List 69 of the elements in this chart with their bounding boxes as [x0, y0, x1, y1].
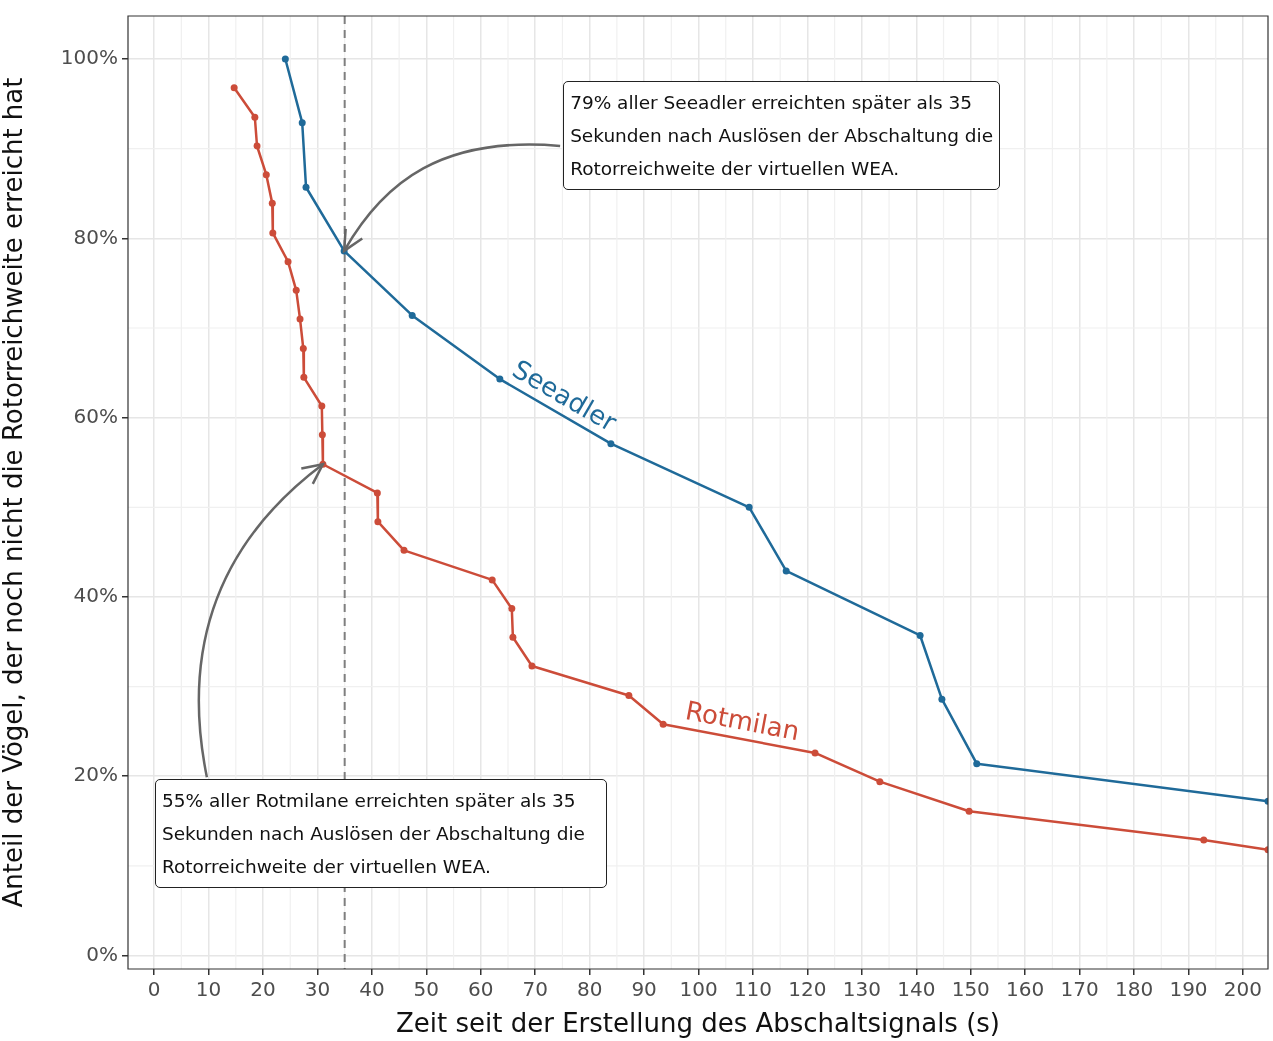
point [782, 567, 790, 575]
y-tick-label: 20% [73, 762, 118, 787]
point [916, 632, 924, 639]
point [659, 720, 667, 728]
point [269, 229, 277, 237]
x-tick-label: 30 [304, 977, 331, 1002]
x-tick-label: 110 [733, 977, 773, 1002]
y-tick-label: 40% [73, 583, 118, 608]
x-tick-label: 190 [1169, 977, 1208, 1002]
point [281, 55, 289, 63]
point [298, 119, 306, 127]
x-tick-label: 170 [1060, 977, 1099, 1002]
point [373, 489, 381, 497]
x-tick-label: 160 [1006, 977, 1045, 1002]
point [965, 807, 973, 815]
point [251, 113, 259, 121]
point [508, 605, 516, 613]
x-tick-label: 100 [679, 977, 718, 1002]
x-tick-label: 130 [842, 977, 881, 1002]
x-tick-label: 200 [1223, 977, 1263, 1002]
point [253, 142, 261, 150]
point [318, 431, 326, 439]
x-tick-label: 140 [897, 977, 936, 1002]
x-tick-label: 40 [359, 977, 385, 1002]
point [938, 695, 946, 703]
x-tick-label: 150 [951, 977, 990, 1002]
x-axis-title: Zeit seit der Erstellung des Abschaltsignals (s) [395, 1008, 1001, 1039]
x-tick-label: 0 [147, 977, 161, 1002]
annotation: 79% aller Seeadler erreichten später als 35 Sekunden nach Auslösen der Abschaltung die Rotorreichweite der virtuellen WEA. [563, 80, 1001, 190]
point [284, 258, 292, 266]
x-tick-label: 60 [468, 977, 494, 1002]
x-tick-label: 90 [631, 977, 657, 1002]
x-tick-label: 10 [195, 977, 222, 1002]
point [300, 373, 308, 381]
point [528, 662, 536, 670]
y-axis-title: Anteil der Vögel, der noch nicht die Rotorreichweite erreicht hat [0, 77, 29, 908]
y-tick-label: 100% [60, 45, 118, 70]
point [625, 692, 633, 700]
x-tick-label: 70 [522, 977, 548, 1002]
point [496, 375, 504, 383]
x-tick-label: 80 [576, 977, 603, 1002]
point [230, 84, 238, 92]
point [296, 315, 304, 323]
point [876, 778, 884, 786]
point [811, 749, 819, 757]
text: Rotmilan [683, 695, 802, 747]
point [408, 311, 416, 319]
annotation: 55% aller Rotmilane erreichten später als 35 Sekunden nach Auslösen der Abschaltung die Rotorreichweite der virtuellen WEA. [154, 779, 607, 889]
point [1200, 836, 1208, 844]
x-tick-label: 50 [413, 977, 440, 1002]
point [292, 286, 300, 294]
point [374, 518, 382, 526]
point [299, 345, 307, 353]
x-tick-label: 120 [788, 977, 827, 1002]
point [973, 760, 981, 768]
point [400, 546, 408, 554]
point [488, 576, 496, 584]
point [268, 199, 276, 207]
y-tick-label: 60% [73, 403, 118, 428]
point [262, 171, 270, 179]
y-tick-label: 0% [86, 941, 118, 966]
x-tick-label: 180 [1114, 977, 1154, 1002]
x-tick-label: 20 [250, 977, 276, 1002]
point [607, 440, 615, 448]
point [318, 402, 326, 410]
y-tick-label: 80% [73, 224, 118, 249]
point [302, 183, 310, 191]
point [509, 633, 517, 641]
point [745, 503, 753, 511]
